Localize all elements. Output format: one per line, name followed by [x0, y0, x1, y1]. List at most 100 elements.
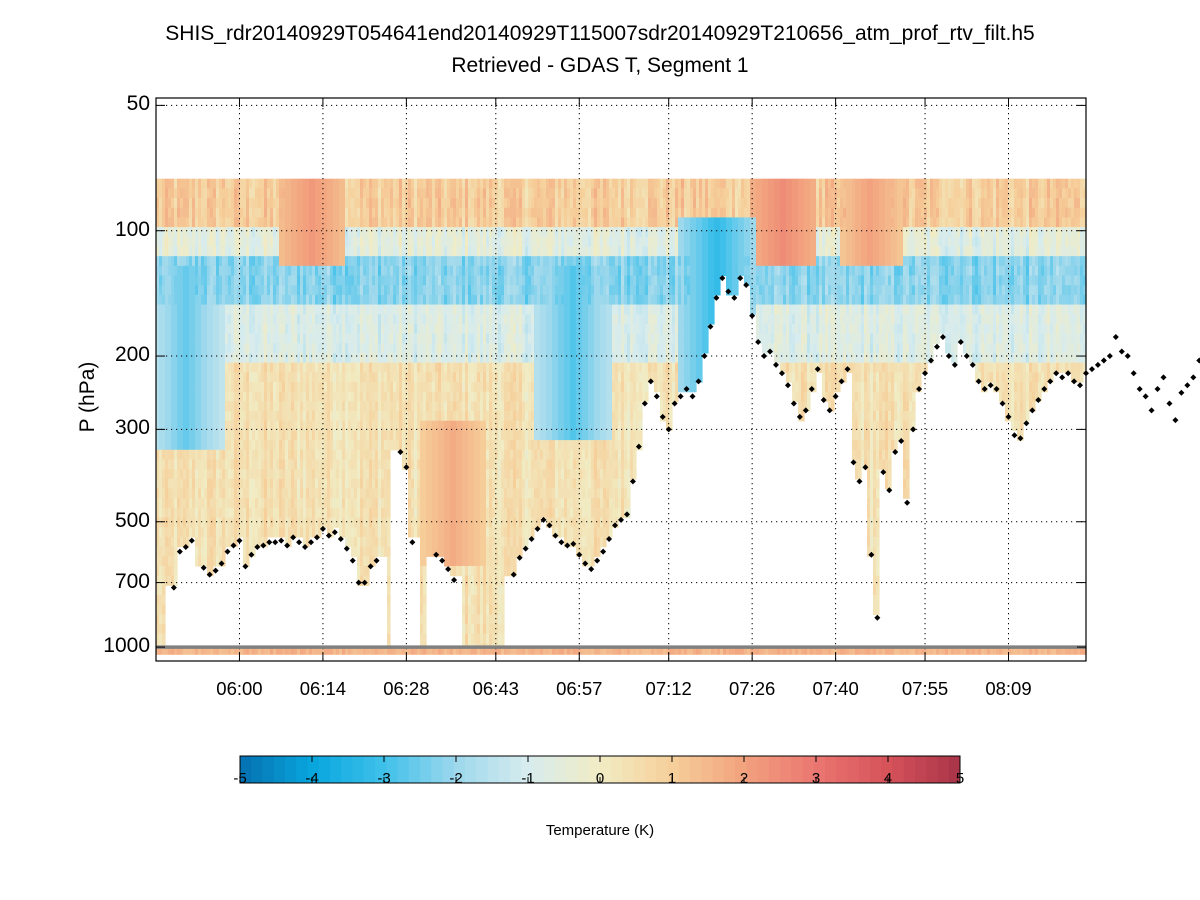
heatmap-cell: [429, 411, 433, 422]
heatmap-cell: [396, 352, 400, 364]
heatmap-cell: [459, 488, 463, 499]
heatmap-cell: [399, 236, 403, 248]
heatmap-cell: [198, 420, 202, 432]
heatmap-cell: [474, 517, 478, 528]
heatmap-cell: [327, 420, 331, 432]
heatmap-cell: [459, 265, 463, 277]
heatmap-cell: [222, 256, 226, 267]
heatmap-cell: [183, 314, 187, 325]
heatmap-cell: [282, 227, 286, 238]
heatmap-cell: [489, 207, 493, 219]
heatmap-cell: [450, 401, 454, 412]
heatmap-cell: [177, 372, 181, 383]
heatmap-cell: [408, 304, 412, 315]
heatmap-cell: [180, 382, 184, 393]
heatmap-cell: [441, 207, 445, 219]
heatmap-cell: [375, 527, 379, 538]
heatmap-cell: [513, 647, 517, 655]
heatmap-cell: [300, 449, 304, 461]
heatmap-cell: [165, 333, 169, 344]
heatmap-cell: [462, 469, 466, 480]
heatmap-cell: [513, 198, 517, 209]
heatmap-cell: [387, 498, 391, 509]
heatmap-cell: [456, 352, 460, 364]
heatmap-cell: [423, 294, 427, 306]
heatmap-cell: [237, 440, 241, 451]
heatmap-cell: [219, 536, 223, 548]
heatmap-cell: [318, 188, 322, 199]
heatmap-cell: [282, 304, 286, 315]
heatmap-cell: [162, 275, 166, 286]
heatmap-cell: [309, 256, 313, 267]
heatmap-cell: [273, 275, 277, 286]
heatmap-cell: [231, 178, 235, 189]
heatmap-cell: [306, 372, 310, 383]
heatmap-cell: [183, 647, 187, 655]
heatmap-cell: [312, 314, 316, 325]
heatmap-cell: [486, 604, 490, 615]
heatmap-cell: [183, 343, 187, 354]
heatmap-cell: [426, 178, 430, 189]
heatmap-cell: [366, 401, 370, 412]
heatmap-cell: [183, 449, 187, 461]
heatmap-cell: [438, 314, 442, 325]
heatmap-cell: [474, 188, 478, 199]
heatmap-cell: [192, 304, 196, 315]
heatmap-cell: [438, 275, 442, 286]
heatmap-cell: [174, 647, 178, 655]
heatmap-cell: [489, 614, 493, 625]
heatmap-cell: [483, 178, 487, 189]
heatmap-cell: [255, 536, 259, 548]
heatmap-cell: [246, 362, 250, 373]
heatmap-cell: [444, 372, 448, 383]
heatmap-cell: [450, 372, 454, 383]
heatmap-cell: [351, 275, 355, 286]
heatmap-cell: [345, 411, 349, 422]
heatmap-cell: [363, 246, 367, 257]
heatmap-cell: [468, 333, 472, 344]
heatmap-cell: [474, 430, 478, 441]
heatmap-cell: [162, 343, 166, 354]
heatmap-cell: [294, 352, 298, 364]
heatmap-cell: [189, 391, 193, 402]
heatmap-cell: [156, 647, 160, 655]
heatmap-cell: [486, 227, 490, 238]
heatmap-cell: [423, 459, 427, 470]
heatmap-cell: [177, 459, 181, 470]
heatmap-cell: [174, 207, 178, 219]
heatmap-cell: [312, 265, 316, 277]
heatmap-cell: [507, 565, 511, 577]
heatmap-cell: [237, 246, 241, 257]
heatmap-cell: [165, 343, 169, 354]
heatmap-cell: [288, 227, 292, 238]
heatmap-cell: [450, 449, 454, 461]
heatmap-cell: [156, 507, 160, 519]
heatmap-cell: [288, 294, 292, 306]
heatmap-cell: [426, 352, 430, 364]
heatmap-cell: [255, 459, 259, 470]
heatmap-cell: [297, 498, 301, 509]
heatmap-cell: [165, 236, 169, 248]
heatmap-cell: [168, 227, 172, 238]
heatmap-cell: [435, 178, 439, 189]
heatmap-cell: [273, 469, 277, 480]
heatmap-cell: [396, 362, 400, 373]
heatmap-cell: [255, 207, 259, 219]
heatmap-cell: [468, 323, 472, 335]
heatmap-cell: [483, 546, 487, 557]
heatmap-cell: [279, 440, 283, 451]
heatmap-cell: [171, 440, 175, 451]
heatmap-cell: [231, 333, 235, 344]
heatmap-cell: [354, 411, 358, 422]
heatmap-cell: [288, 449, 292, 461]
heatmap-cell: [507, 401, 511, 412]
heatmap-cell: [486, 449, 490, 461]
heatmap-cell: [189, 372, 193, 383]
heatmap-cell: [213, 430, 217, 441]
heatmap-cell: [378, 401, 382, 412]
heatmap-cell: [258, 256, 262, 267]
heatmap-cell: [327, 411, 331, 422]
heatmap-cell: [219, 420, 223, 432]
heatmap-cell: [351, 198, 355, 209]
heatmap-cell: [453, 382, 457, 393]
